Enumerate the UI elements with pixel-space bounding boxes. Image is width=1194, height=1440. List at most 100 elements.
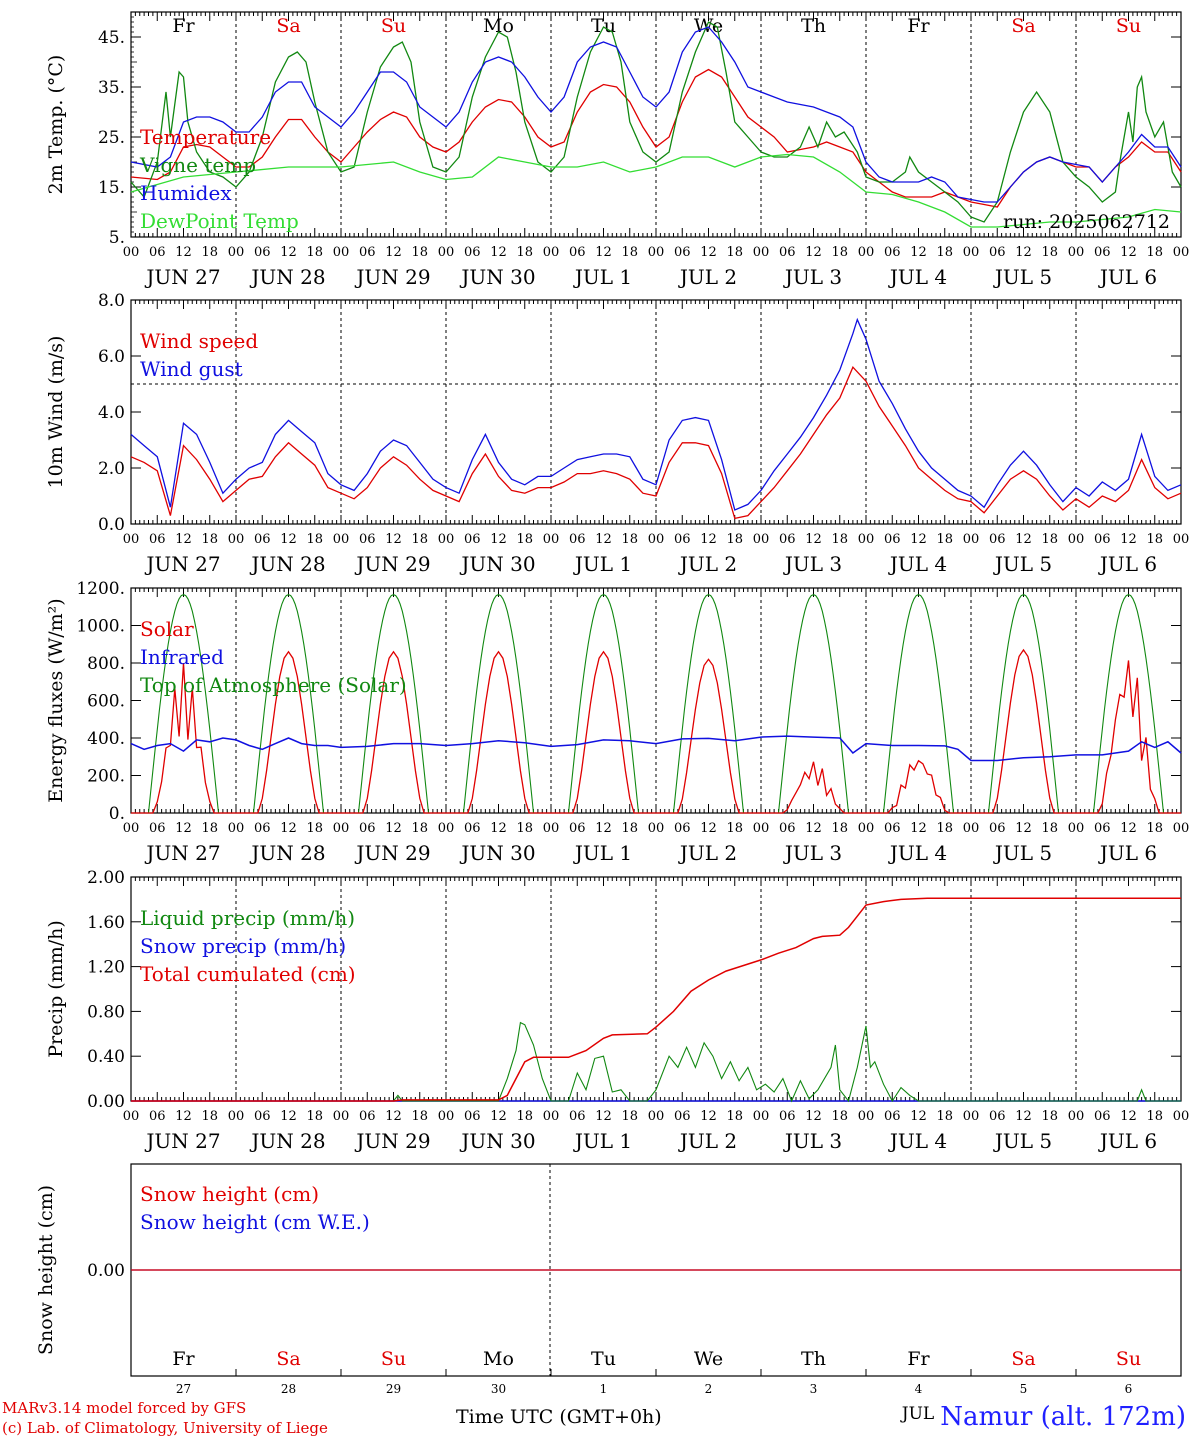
legend-3-0: Liquid precip (mm/h) xyxy=(140,906,355,930)
hour-label-0-30: 06 xyxy=(254,245,271,260)
day-label-top-2: Su xyxy=(381,15,406,37)
hour-label-0-54: 06 xyxy=(359,245,376,260)
date-label-3-9: JUL 6 xyxy=(1098,1129,1157,1153)
legend-0-1: Vigne temp xyxy=(139,153,256,177)
date-label-1-5: JUL 2 xyxy=(678,552,737,576)
hour-label-3-114: 18 xyxy=(621,1109,638,1124)
hour-label-0-168: 00 xyxy=(858,245,875,260)
hour-label-1-36: 12 xyxy=(280,532,297,547)
date-label-0-3: JUN 30 xyxy=(459,265,535,289)
hour-label-0-120: 00 xyxy=(648,245,665,260)
hour-label-2-108: 12 xyxy=(595,821,612,836)
date-label-2-3: JUN 30 xyxy=(459,841,535,865)
hour-label-1-60: 12 xyxy=(385,532,402,547)
hour-label-0-216: 00 xyxy=(1068,245,1085,260)
hour-label-2-36: 12 xyxy=(280,821,297,836)
date-label-3-1: JUN 28 xyxy=(249,1129,325,1153)
panel-frame-1 xyxy=(130,299,1182,525)
day-label-top-4: Tu xyxy=(591,15,616,37)
legend-2-0: Solar xyxy=(140,617,194,641)
date-label-2-1: JUN 28 xyxy=(249,841,325,865)
y-axis-title-1: 10m Wind (m/s) xyxy=(45,336,67,489)
date-label-3-2: JUN 29 xyxy=(354,1129,430,1153)
hour-label-2-126: 06 xyxy=(674,821,691,836)
snow-day-label-8: Sa xyxy=(1011,1348,1035,1370)
date-label-1-0: JUN 27 xyxy=(144,552,220,576)
y-label-2-6: 1200. xyxy=(76,579,125,599)
legend-4-1: Snow height (cm W.E.) xyxy=(140,1210,370,1234)
hour-label-2-60: 12 xyxy=(385,821,402,836)
y-label-0-1: 15. xyxy=(98,178,125,198)
day-label-top-9: Su xyxy=(1116,15,1141,37)
hour-label-1-84: 12 xyxy=(490,532,507,547)
hour-label-1-156: 12 xyxy=(805,532,822,547)
date-label-3-6: JUL 3 xyxy=(783,1129,842,1153)
hour-label-3-204: 12 xyxy=(1015,1109,1032,1124)
date-label-2-9: JUL 6 xyxy=(1098,841,1157,865)
hour-label-2-114: 18 xyxy=(621,821,638,836)
model-credit: MARv3.14 model forced by GFS xyxy=(2,1399,247,1417)
hour-label-0-96: 00 xyxy=(543,245,560,260)
hour-label-2-192: 00 xyxy=(963,821,980,836)
date-label-0-6: JUL 3 xyxy=(783,265,842,289)
date-label-2-2: JUN 29 xyxy=(354,841,430,865)
legend-0-2: Humidex xyxy=(140,181,232,205)
hour-label-3-36: 12 xyxy=(280,1109,297,1124)
day-label-top-6: Th xyxy=(801,15,826,37)
y-label-1-0: 0.0 xyxy=(98,515,125,535)
hour-label-0-186: 18 xyxy=(936,245,953,260)
hour-label-1-180: 12 xyxy=(910,532,927,547)
hour-label-1-174: 06 xyxy=(884,532,901,547)
hour-label-0-210: 18 xyxy=(1041,245,1058,260)
hour-label-1-198: 06 xyxy=(989,532,1006,547)
date-label-3-4: JUL 1 xyxy=(573,1129,632,1153)
panel-frame-2 xyxy=(130,587,1182,814)
hour-label-0-192: 00 xyxy=(963,245,980,260)
y-label-3-4: 1.60 xyxy=(87,913,125,933)
cumulated-precip-line xyxy=(131,897,1181,1102)
date-label-1-7: JUL 4 xyxy=(888,552,947,576)
hour-label-1-114: 18 xyxy=(621,532,638,547)
y-label-1-4: 8.0 xyxy=(98,291,125,311)
hour-label-1-240: 00 xyxy=(1173,532,1190,547)
snow-day-number-4: 1 xyxy=(600,1382,608,1396)
y-label-3-3: 1.20 xyxy=(87,958,125,978)
hour-label-0-84: 12 xyxy=(490,245,507,260)
snow-day-label-4: Tu xyxy=(591,1348,616,1370)
hour-label-0-150: 06 xyxy=(779,245,796,260)
snow-y-axis-title: Snow height (cm) xyxy=(35,1185,57,1355)
y-label-3-0: 0.00 xyxy=(87,1092,125,1112)
hour-label-2-54: 06 xyxy=(359,821,376,836)
date-label-1-1: JUN 28 xyxy=(249,552,325,576)
hour-label-0-126: 06 xyxy=(674,245,691,260)
legend-1-1: Wind gust xyxy=(140,357,243,381)
hour-label-3-42: 18 xyxy=(306,1109,323,1124)
hour-label-0-174: 06 xyxy=(884,245,901,260)
hour-label-2-234: 18 xyxy=(1146,821,1163,836)
hour-label-2-204: 12 xyxy=(1015,821,1032,836)
hour-label-1-12: 12 xyxy=(175,532,192,547)
hour-label-0-42: 18 xyxy=(306,245,323,260)
y-axis-title-0: 2m Temp. (°C) xyxy=(45,55,67,195)
run-label: run: 2025062712 xyxy=(1003,211,1170,233)
liquid-precip-line xyxy=(131,1021,1181,1103)
hour-label-3-48: 00 xyxy=(333,1109,350,1124)
hour-label-3-180: 12 xyxy=(910,1109,927,1124)
hour-label-3-102: 06 xyxy=(569,1109,586,1124)
legend-4-0: Snow height (cm) xyxy=(140,1182,319,1206)
hour-label-2-102: 06 xyxy=(569,821,586,836)
hour-label-0-102: 06 xyxy=(569,245,586,260)
hour-label-1-102: 06 xyxy=(569,532,586,547)
hour-label-2-216: 00 xyxy=(1068,821,1085,836)
hour-label-2-48: 00 xyxy=(333,821,350,836)
hour-label-1-210: 18 xyxy=(1041,532,1058,547)
hour-label-2-180: 12 xyxy=(910,821,927,836)
temp-series-2 xyxy=(130,26,1182,203)
snow-day-number-8: 5 xyxy=(1020,1382,1028,1396)
hour-label-1-54: 06 xyxy=(359,532,376,547)
hour-label-2-30: 06 xyxy=(254,821,271,836)
hour-label-0-0: 00 xyxy=(123,245,140,260)
hour-label-2-84: 12 xyxy=(490,821,507,836)
hour-label-1-168: 00 xyxy=(858,532,875,547)
day-label-top-8: Sa xyxy=(1011,15,1035,37)
